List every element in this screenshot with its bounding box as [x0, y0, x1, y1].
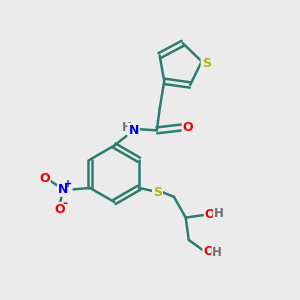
Text: O: O	[205, 208, 215, 221]
Text: S: S	[202, 57, 211, 70]
Text: O: O	[183, 121, 193, 134]
Text: H: H	[122, 121, 132, 134]
Text: O: O	[203, 245, 214, 258]
Text: H: H	[212, 246, 222, 259]
Text: H: H	[214, 207, 224, 220]
Text: +: +	[64, 179, 73, 189]
Text: N: N	[128, 124, 139, 137]
Text: O: O	[55, 203, 65, 216]
Text: N: N	[58, 183, 68, 196]
Text: O: O	[39, 172, 50, 184]
Text: -: -	[62, 197, 67, 210]
Text: S: S	[153, 186, 162, 199]
